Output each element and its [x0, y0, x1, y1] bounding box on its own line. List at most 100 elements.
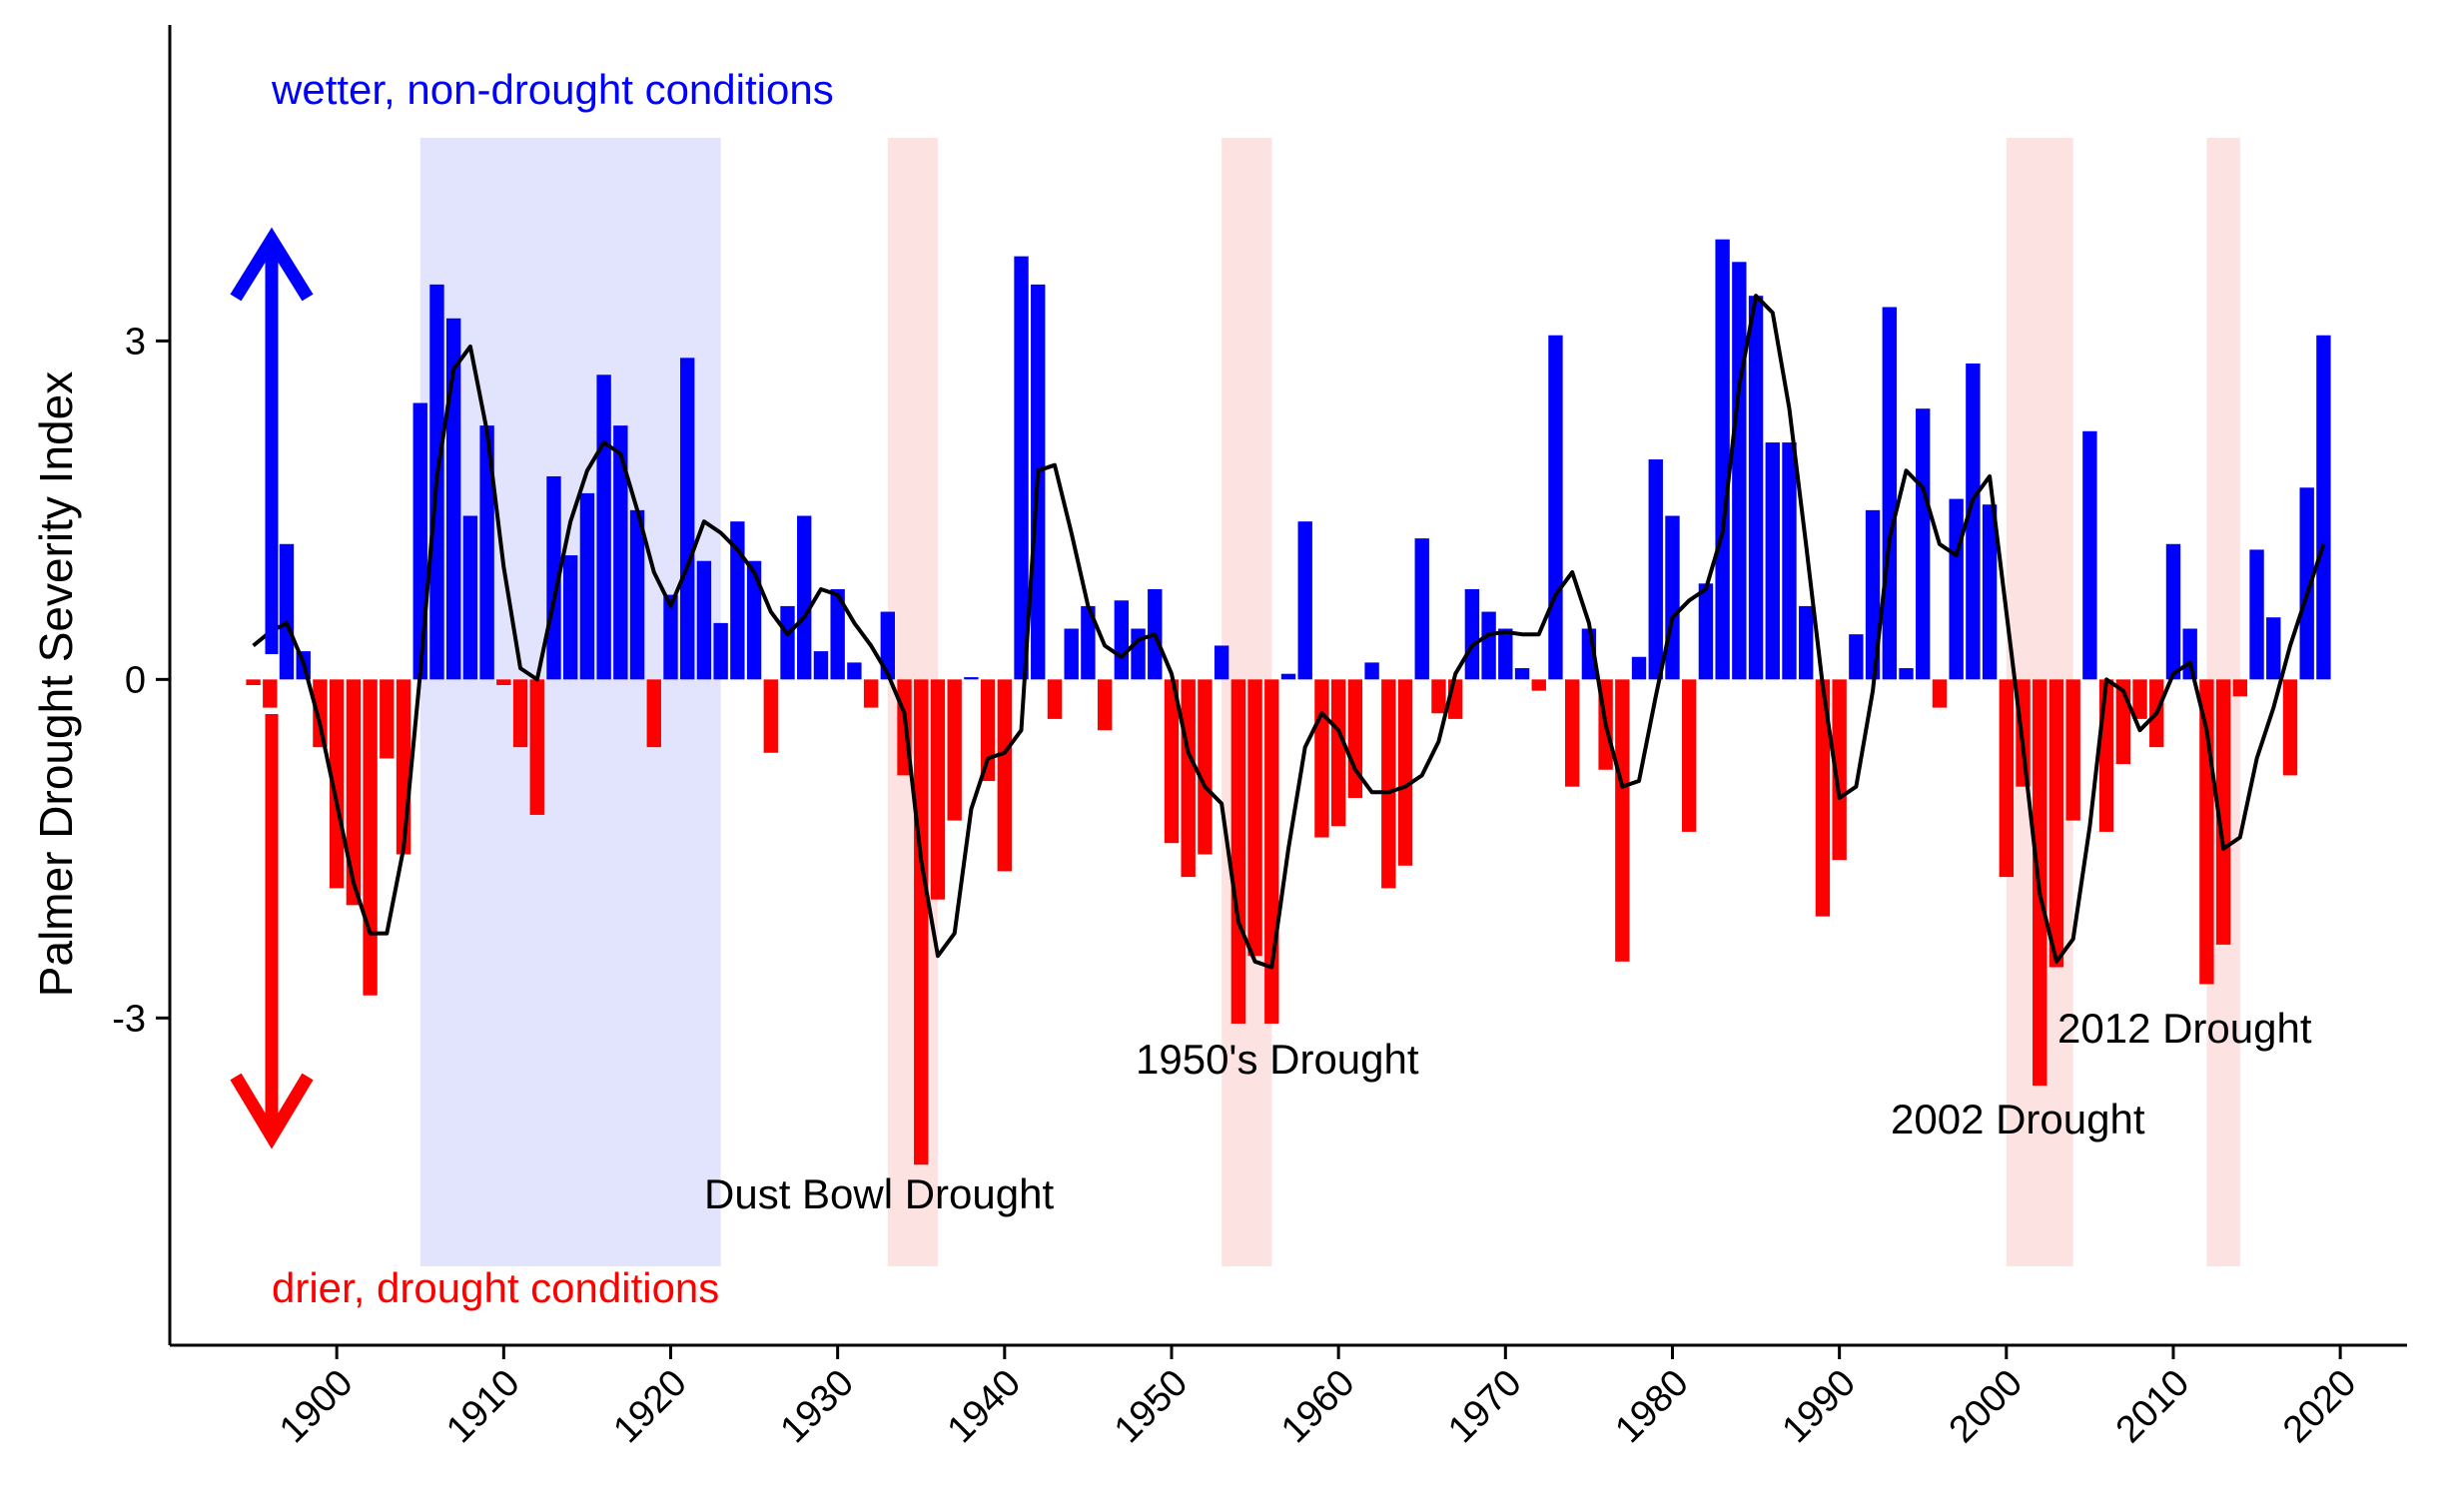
y-tick-label-0: 0: [125, 659, 146, 701]
bar-1927: [780, 605, 795, 680]
bar-1950: [1164, 679, 1180, 844]
bars: [246, 239, 2331, 1165]
bar-2000: [1999, 679, 2014, 878]
bar-1965: [1414, 538, 1429, 680]
drought-2002-label: 2002 Drought: [1891, 1096, 2145, 1142]
bar-1957: [1280, 673, 1296, 680]
bar-2010: [2165, 543, 2181, 680]
bar-1918: [629, 509, 645, 680]
bar-1961: [1347, 679, 1363, 798]
bar-1971: [1514, 668, 1530, 680]
drought-2012-label: 2012 Drought: [2057, 1005, 2312, 1052]
x-tick-label-2000: 2000: [1942, 1362, 2031, 1451]
bar-1896: [263, 679, 278, 708]
x-tick-label-1930: 1930: [773, 1362, 862, 1451]
drier-arrow-icon: [230, 714, 314, 1149]
bar-1910: [496, 679, 511, 685]
bar-1916: [596, 375, 611, 680]
bar-1915: [579, 492, 595, 680]
y-axis-title: Palmer Drought Severity Index: [30, 372, 82, 997]
bar-1985: [1748, 296, 1764, 680]
bar-1941: [1014, 256, 1029, 680]
wetter-arrow-icon: [230, 227, 314, 654]
bar-1926: [763, 679, 778, 753]
y-tick-label--3: -3: [112, 998, 146, 1040]
bar-1959: [1314, 679, 1329, 838]
x-axis-ticks: 1900 1910 1920 1930 1940 1950 1960 1970 1980 1990…: [272, 1345, 2364, 1451]
bar-1994: [1899, 668, 1914, 680]
x-tick-label-2020: 2020: [2275, 1362, 2364, 1451]
bar-1977: [1615, 679, 1630, 962]
bar-1913: [546, 475, 561, 680]
bar-1903: [380, 679, 395, 759]
bar-1945: [1081, 605, 1096, 680]
bar-1956: [1264, 679, 1279, 1024]
bar-2015: [2249, 549, 2264, 680]
x-tick-label-1970: 1970: [1440, 1362, 1529, 1451]
bar-2019: [2316, 335, 2331, 680]
x-tick-label-1960: 1960: [1273, 1362, 1362, 1451]
bar-1966: [1431, 679, 1446, 714]
bar-1995: [1916, 408, 1931, 680]
bar-1897: [279, 543, 295, 680]
bar-1970: [1498, 628, 1513, 680]
bar-1964: [1397, 679, 1413, 866]
bar-1953: [1214, 645, 1229, 680]
bar-1954: [1230, 679, 1246, 1024]
bar-2006: [2098, 679, 2114, 832]
bar-1931: [847, 662, 862, 680]
drought-period-band-1: [887, 137, 938, 1266]
bar-1990: [1832, 679, 1847, 861]
bar-1974: [1564, 679, 1580, 787]
bar-1919: [646, 679, 661, 748]
bar-1944: [1064, 628, 1079, 680]
bar-2014: [2232, 679, 2248, 697]
bar-1924: [730, 521, 745, 680]
wet-period-band-0: [419, 137, 721, 1266]
bar-1991: [1849, 634, 1864, 680]
bar-1951: [1181, 679, 1196, 878]
y-axis-ticks: -3 0 3: [112, 321, 170, 1040]
fifties-drought-label: 1950's Drought: [1136, 1036, 1419, 1083]
bar-1968: [1464, 588, 1480, 680]
bar-1997: [1949, 498, 1964, 680]
bar-1984: [1732, 262, 1747, 680]
bar-2003: [2048, 679, 2064, 968]
bar-1923: [713, 622, 728, 680]
bar-1930: [830, 588, 845, 680]
bar-1932: [863, 679, 879, 708]
bar-1943: [1047, 679, 1063, 719]
bar-1912: [529, 679, 544, 815]
bar-1935: [914, 679, 929, 1165]
wetter-note: wetter, non-drought conditions: [271, 66, 834, 113]
x-tick-label-1900: 1900: [272, 1362, 361, 1451]
bar-2005: [2082, 430, 2097, 680]
bar-1962: [1364, 662, 1379, 680]
bar-1925: [746, 560, 762, 680]
bar-1958: [1297, 521, 1312, 680]
smoothed-trend-line: [252, 294, 2326, 970]
bar-1973: [1548, 335, 1563, 680]
bar-1929: [813, 651, 829, 680]
bar-2018: [2299, 487, 2314, 680]
x-tick-label-2010: 2010: [2108, 1362, 2197, 1451]
drought-period-band-2: [1222, 137, 1272, 1266]
bar-1937: [947, 679, 962, 821]
bar-1936: [930, 679, 946, 900]
bar-1928: [797, 515, 812, 680]
x-tick-label-1920: 1920: [605, 1362, 694, 1451]
bar-1988: [1799, 605, 1814, 680]
bar-1905: [412, 402, 427, 680]
bar-2011: [2182, 628, 2197, 680]
bar-1963: [1381, 679, 1396, 889]
bar-1899: [313, 679, 328, 748]
bar-1933: [880, 611, 895, 680]
bar-1917: [613, 425, 628, 680]
bar-1955: [1247, 679, 1262, 957]
bar-1983: [1715, 239, 1730, 680]
x-tick-label-1990: 1990: [1775, 1362, 1864, 1451]
bar-1972: [1531, 679, 1546, 691]
bar-1920: [663, 594, 678, 680]
y-tick-label-3: 3: [125, 321, 146, 363]
